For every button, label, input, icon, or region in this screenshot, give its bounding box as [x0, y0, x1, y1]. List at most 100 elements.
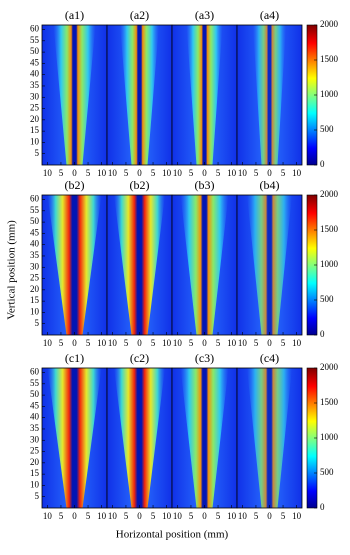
x-tick-label: 10	[97, 511, 107, 521]
x-tick-label: 0	[72, 338, 77, 348]
colorbar-tick-label: 1500	[320, 224, 339, 234]
colorbar-tick-label: 500	[320, 467, 334, 477]
x-tick-label: 5	[254, 511, 259, 521]
colorbar-tick-label: 1000	[320, 89, 339, 99]
y-tick-label: 40	[30, 239, 40, 249]
heatmap-plume	[180, 368, 229, 508]
y-tick-label: 50	[30, 46, 40, 56]
x-tick-label: 10	[173, 168, 183, 178]
y-tick-label: 25	[30, 446, 40, 456]
y-tick-label: 60	[30, 194, 40, 204]
colorbar-tick-label: 2000	[320, 19, 339, 29]
x-tick-label: 5	[151, 338, 156, 348]
x-tick-label: 10	[108, 338, 118, 348]
x-tick-label: 5	[59, 338, 64, 348]
x-tick-label: 5	[281, 168, 286, 178]
x-tick-label: 10	[238, 511, 248, 521]
x-tick-label: 5	[86, 168, 91, 178]
heatmap-plume	[114, 195, 165, 335]
colorbar-tick-label: 500	[320, 124, 334, 134]
y-tick-label: 5	[35, 491, 40, 501]
panel-label: (b4)	[260, 178, 280, 192]
y-tick-label: 55	[30, 35, 40, 45]
x-tick-label: 5	[86, 338, 91, 348]
colorbar-tick-label: 1500	[320, 397, 339, 407]
heatmap-plume	[180, 195, 229, 335]
panel-label: (a2)	[130, 8, 149, 22]
colorbar-tick-label: 0	[320, 502, 325, 512]
y-axis-label: Vertical position (mm)	[6, 220, 18, 320]
panel-label: (c3)	[195, 351, 214, 365]
y-tick-label: 10	[30, 479, 40, 489]
heatmap-plume	[186, 25, 223, 165]
heatmap-plume	[53, 25, 96, 165]
x-tick-label: 10	[227, 338, 237, 348]
x-tick-label: 5	[216, 168, 221, 178]
x-axis-label: Horizontal position (mm)	[116, 529, 229, 541]
x-tick-label: 5	[281, 511, 286, 521]
x-tick-label: 10	[108, 511, 118, 521]
x-tick-label: 10	[227, 168, 237, 178]
x-tick-label: 5	[254, 338, 259, 348]
y-tick-label: 45	[30, 57, 40, 67]
y-tick-label: 35	[30, 250, 40, 260]
y-tick-label: 5	[35, 318, 40, 328]
x-tick-label: 5	[86, 511, 91, 521]
x-tick-label: 5	[189, 168, 194, 178]
x-tick-label: 0	[267, 511, 272, 521]
panel-label: (a3)	[195, 8, 214, 22]
y-tick-label: 25	[30, 273, 40, 283]
y-tick-label: 45	[30, 227, 40, 237]
y-tick-label: 25	[30, 103, 40, 113]
x-tick-label: 10	[227, 511, 237, 521]
panel-label: (b3)	[195, 178, 215, 192]
x-tick-label: 5	[216, 511, 221, 521]
x-tick-label: 5	[216, 338, 221, 348]
x-tick-label: 0	[202, 168, 207, 178]
colorbar-tick-label: 0	[320, 159, 325, 169]
panel-label: (c4)	[260, 351, 279, 365]
x-tick-label: 10	[292, 511, 302, 521]
y-tick-label: 15	[30, 295, 40, 305]
y-tick-label: 10	[30, 306, 40, 316]
y-tick-label: 35	[30, 423, 40, 433]
panel-label: (b2)	[130, 178, 150, 192]
x-tick-label: 5	[151, 168, 156, 178]
x-tick-label: 10	[162, 168, 172, 178]
x-tick-label: 10	[173, 511, 183, 521]
panel-label: (b2)	[65, 178, 85, 192]
x-tick-label: 10	[292, 168, 302, 178]
x-tick-label: 10	[43, 511, 53, 521]
x-tick-label: 0	[267, 338, 272, 348]
x-tick-label: 5	[124, 168, 129, 178]
y-tick-label: 50	[30, 216, 40, 226]
colorbar-tick-label: 2000	[320, 189, 339, 199]
heatmap-plume	[247, 195, 292, 335]
x-tick-label: 10	[292, 338, 302, 348]
y-tick-label: 30	[30, 261, 40, 271]
heatmap-plume	[47, 368, 102, 508]
heatmap-plume	[114, 368, 165, 508]
panel-label: (a1)	[65, 8, 84, 22]
x-tick-label: 10	[162, 511, 172, 521]
x-tick-label: 0	[137, 511, 142, 521]
x-tick-label: 5	[151, 511, 156, 521]
x-tick-label: 0	[202, 338, 207, 348]
x-tick-label: 5	[124, 338, 129, 348]
x-tick-label: 5	[254, 168, 259, 178]
x-tick-label: 10	[97, 168, 107, 178]
panel-label: (a4)	[260, 8, 279, 22]
x-tick-label: 0	[72, 511, 77, 521]
x-tick-label: 10	[162, 338, 172, 348]
y-tick-label: 40	[30, 412, 40, 422]
y-tick-label: 55	[30, 205, 40, 215]
x-tick-label: 5	[124, 511, 129, 521]
panel-label: (c1)	[65, 351, 84, 365]
y-tick-label: 20	[30, 284, 40, 294]
x-tick-label: 10	[108, 168, 118, 178]
x-tick-label: 10	[97, 338, 107, 348]
y-tick-label: 50	[30, 389, 40, 399]
y-tick-label: 30	[30, 91, 40, 101]
x-tick-label: 5	[59, 168, 64, 178]
